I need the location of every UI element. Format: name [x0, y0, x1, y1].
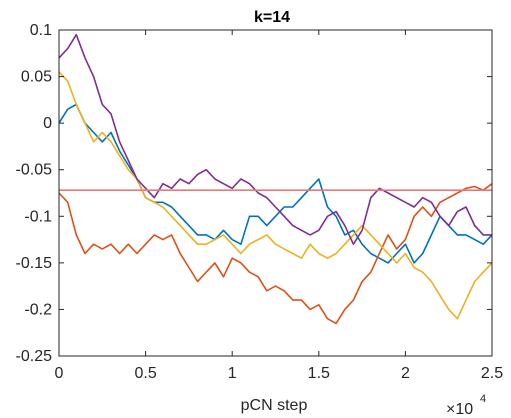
x-tick-label: 1.5 [308, 365, 330, 382]
y-tick-label: -0.15 [16, 255, 53, 272]
y-tick-label: 0 [43, 115, 52, 132]
y-tick-label: 0.1 [30, 22, 52, 39]
series-line-4 [58, 33, 492, 245]
series-line-2 [58, 183, 493, 325]
y-tick-label: -0.2 [24, 301, 52, 318]
x-tick-label: 2 [401, 365, 410, 382]
series-line-1 [58, 103, 493, 264]
y-tick-label: 0.05 [21, 69, 52, 86]
y-tick-label: -0.1 [24, 208, 52, 225]
x-tick-label: 0 [55, 365, 64, 382]
x-tick-label: 1 [228, 365, 237, 382]
y-tick-label: -0.05 [16, 162, 53, 179]
x-exponent-power: 4 [480, 393, 486, 405]
x-tick-label: 0.5 [134, 365, 156, 382]
ticks-layer: 0 0.5 1 1.5 2 2.5 0.1 0.05 0 -0.05 -0.1 -0.15 -0.2 -0… [16, 22, 504, 382]
axes-box [58, 29, 493, 357]
chart-title: k=14 [254, 9, 290, 26]
x-tick-label: 2.5 [481, 365, 503, 382]
series-line-3 [58, 71, 493, 320]
x-exponent-base: ×10 [446, 401, 473, 418]
x-axis-label: pCN step [241, 397, 308, 414]
series-layer [58, 33, 493, 325]
y-tick-label: -0.25 [16, 348, 53, 365]
